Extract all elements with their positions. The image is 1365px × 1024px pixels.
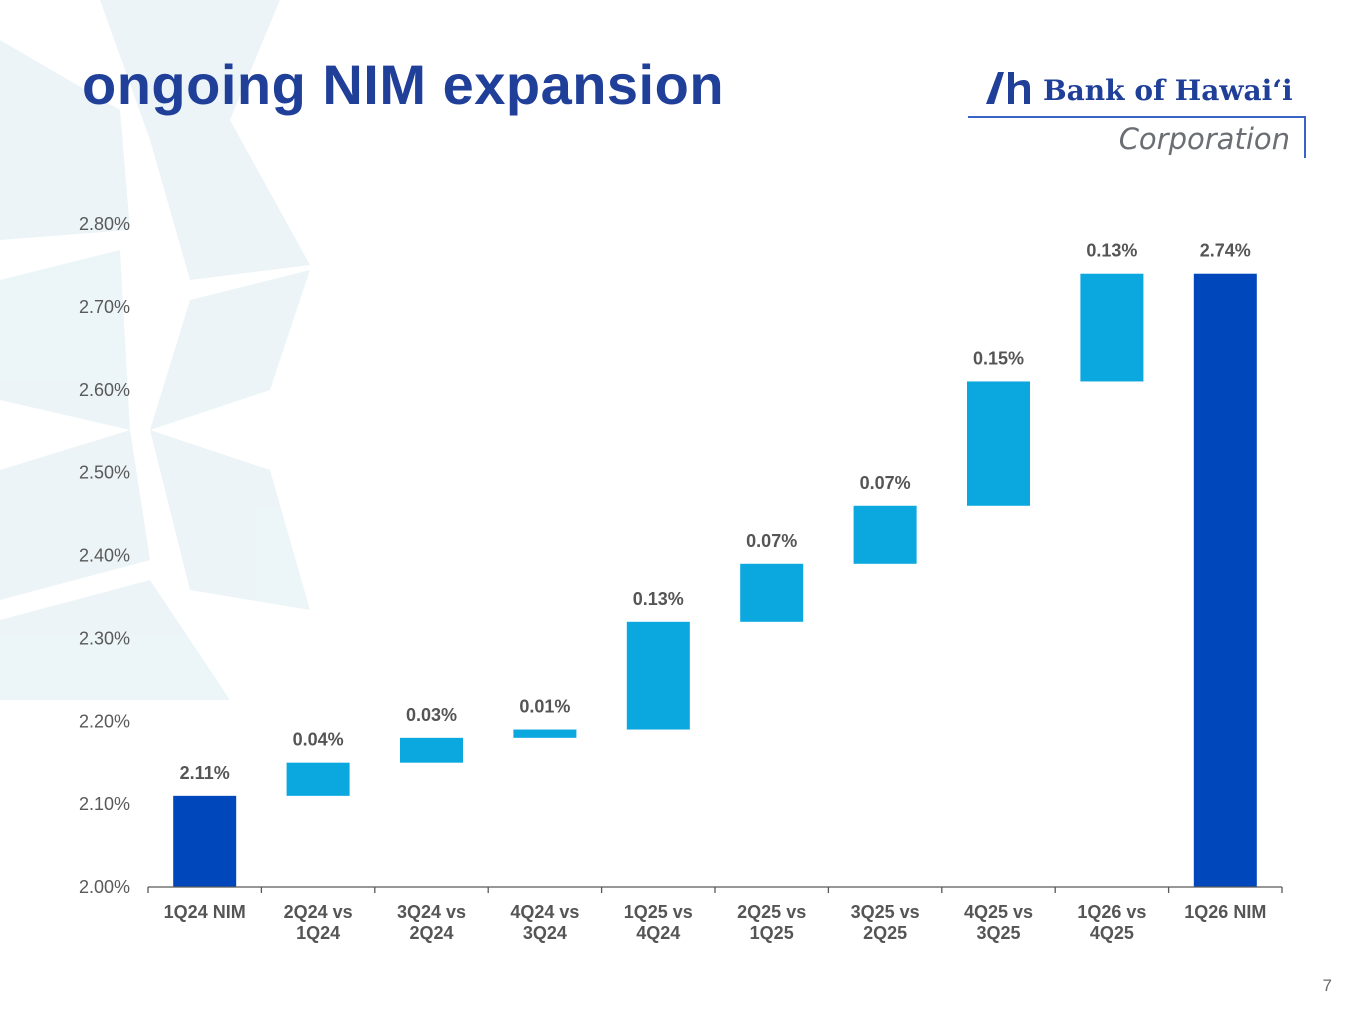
x-category-label: 1Q24 NIM — [164, 902, 246, 922]
x-category-label: 4Q24 vs 3Q24 — [510, 902, 579, 943]
increment-bar — [967, 381, 1030, 506]
x-category-label-line: 1Q25 vs — [624, 902, 693, 922]
bar-value-label: 0.15% — [973, 348, 1024, 368]
y-tick-label: 2.00% — [79, 877, 130, 897]
increment-bar — [1080, 273, 1144, 382]
y-tick-label: 2.30% — [79, 628, 130, 648]
x-category-label-line: 1Q25 — [750, 923, 794, 943]
x-category-label: 1Q25 vs 4Q24 — [624, 902, 693, 943]
x-category-label-line: 4Q24 — [636, 923, 680, 943]
waterfall-bars — [173, 273, 1257, 888]
x-category-label-line: 1Q24 — [296, 923, 340, 943]
logo-brand-name: Bank of Hawaiʻi — [1043, 74, 1293, 107]
y-tick-label: 2.70% — [79, 297, 130, 317]
x-category-label-line: 3Q25 vs — [851, 902, 920, 922]
y-tick-label: 2.50% — [79, 463, 130, 483]
x-category-label-line: 4Q24 vs — [510, 902, 579, 922]
bar-value-label: 0.13% — [633, 589, 684, 609]
logo-divider — [968, 116, 1306, 118]
company-logo: Bank of Hawaiʻi Corporation — [968, 62, 1308, 162]
bar-value-label: 0.13% — [1086, 241, 1137, 261]
logo-divider-vertical — [1304, 116, 1306, 158]
slide-title: ongoing NIM expansion — [82, 53, 725, 116]
y-axis-tick-labels: 2.00% 2.10% 2.20% 2.30% 2.40% 2.50% 2.60% 2.70%… — [79, 214, 130, 897]
x-category-label-line: 4Q25 — [1090, 923, 1134, 943]
x-category-label: 1Q26 NIM — [1184, 902, 1266, 922]
bar-value-label: 0.07% — [746, 531, 797, 551]
increment-bar — [853, 505, 917, 564]
y-tick-label: 2.80% — [79, 214, 130, 234]
bank-logo-mark-icon — [986, 72, 1030, 104]
bar-value-label: 0.03% — [406, 705, 457, 725]
x-category-label-line: 4Q25 vs — [964, 902, 1033, 922]
x-category-label-line: 3Q24 vs — [397, 902, 466, 922]
x-category-label-line: 1Q24 NIM — [164, 902, 246, 922]
increment-bar — [286, 762, 350, 796]
x-category-label-line: 2Q24 vs — [284, 902, 353, 922]
y-tick-label: 2.10% — [79, 794, 130, 814]
increment-bar — [626, 621, 690, 730]
bar-value-label: 2.11% — [180, 763, 230, 783]
total-bar — [173, 795, 237, 887]
x-axis — [147, 886, 1283, 893]
total-bar — [1193, 273, 1257, 888]
x-category-label: 2Q24 vs 1Q24 — [284, 902, 353, 943]
increment-bar — [513, 729, 577, 738]
bar-value-label: 2.74% — [1200, 241, 1251, 261]
x-category-label-line: 1Q26 NIM — [1184, 902, 1266, 922]
increment-bar — [400, 737, 463, 763]
x-category-label-line: 2Q24 — [409, 923, 453, 943]
x-category-label: 4Q25 vs 3Q25 — [964, 902, 1033, 943]
x-category-label-line: 2Q25 — [863, 923, 907, 943]
bar-value-label: 0.07% — [860, 473, 911, 493]
increment-bar — [740, 563, 804, 622]
x-category-label-line: 1Q26 vs — [1077, 902, 1146, 922]
y-tick-label: 2.60% — [79, 380, 130, 400]
x-category-label-line: 3Q25 — [976, 923, 1020, 943]
bar-value-label: 0.01% — [519, 697, 570, 717]
x-category-label: 2Q25 vs 1Q25 — [737, 902, 806, 943]
logo-subtitle: Corporation — [1118, 122, 1290, 156]
y-tick-label: 2.40% — [79, 546, 130, 566]
x-category-label-line: 2Q25 vs — [737, 902, 806, 922]
bar-value-label: 0.04% — [293, 730, 344, 750]
background-star-pattern — [0, 0, 310, 700]
bar-data-labels: 2.11% 0.04% 0.03% 0.01% 0.13% 0.07% 0.07% 0.15%… — [180, 241, 1251, 783]
page-number: 7 — [1322, 976, 1332, 995]
x-category-label: 1Q26 vs 4Q25 — [1077, 902, 1146, 943]
x-category-label: 3Q25 vs 2Q25 — [851, 902, 920, 943]
y-tick-label: 2.20% — [79, 711, 130, 731]
x-category-label: 3Q24 vs 2Q24 — [397, 902, 466, 943]
x-category-label-line: 3Q24 — [523, 923, 567, 943]
